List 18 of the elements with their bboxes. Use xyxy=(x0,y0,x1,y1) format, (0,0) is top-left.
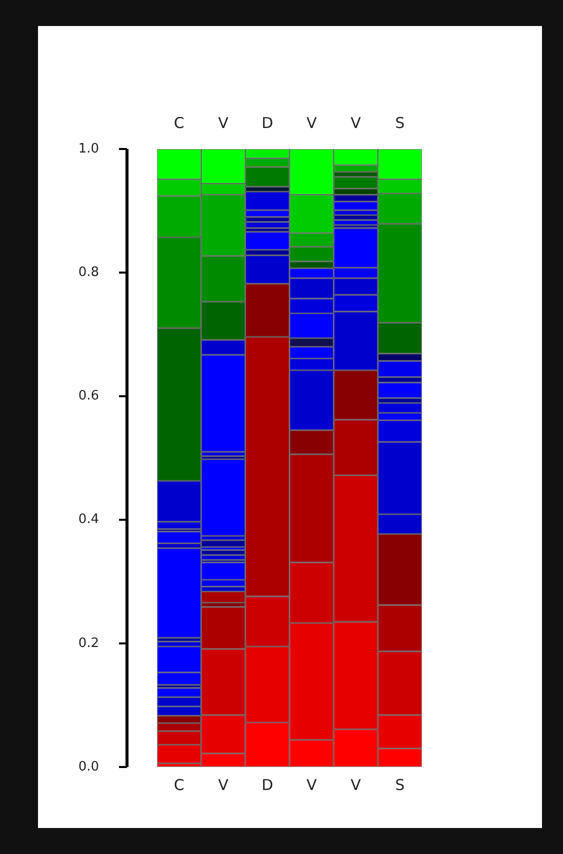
category-label: V xyxy=(306,114,317,132)
x-tick-label: V xyxy=(306,776,318,794)
y-tick-label: 0.6 xyxy=(78,388,99,404)
y-tick-label: 1.0 xyxy=(78,141,99,156)
y-tick-label: 0.2 xyxy=(78,636,99,651)
category-label: S xyxy=(395,114,405,132)
x-tick-label: V xyxy=(218,776,230,794)
y-tick-label: 0.0 xyxy=(78,759,99,774)
x-tick-label: V xyxy=(350,776,362,794)
x-tick-label: S xyxy=(395,776,405,794)
x-tick-label: C xyxy=(174,776,184,794)
y-tick-label: 0.4 xyxy=(78,512,99,528)
x-tick-label: D xyxy=(262,776,274,794)
category-label: D xyxy=(262,114,274,132)
y-tick-label: 0.8 xyxy=(78,264,99,280)
category-label: V xyxy=(350,114,361,132)
category-label: V xyxy=(218,114,228,132)
category-label: C xyxy=(174,114,184,132)
